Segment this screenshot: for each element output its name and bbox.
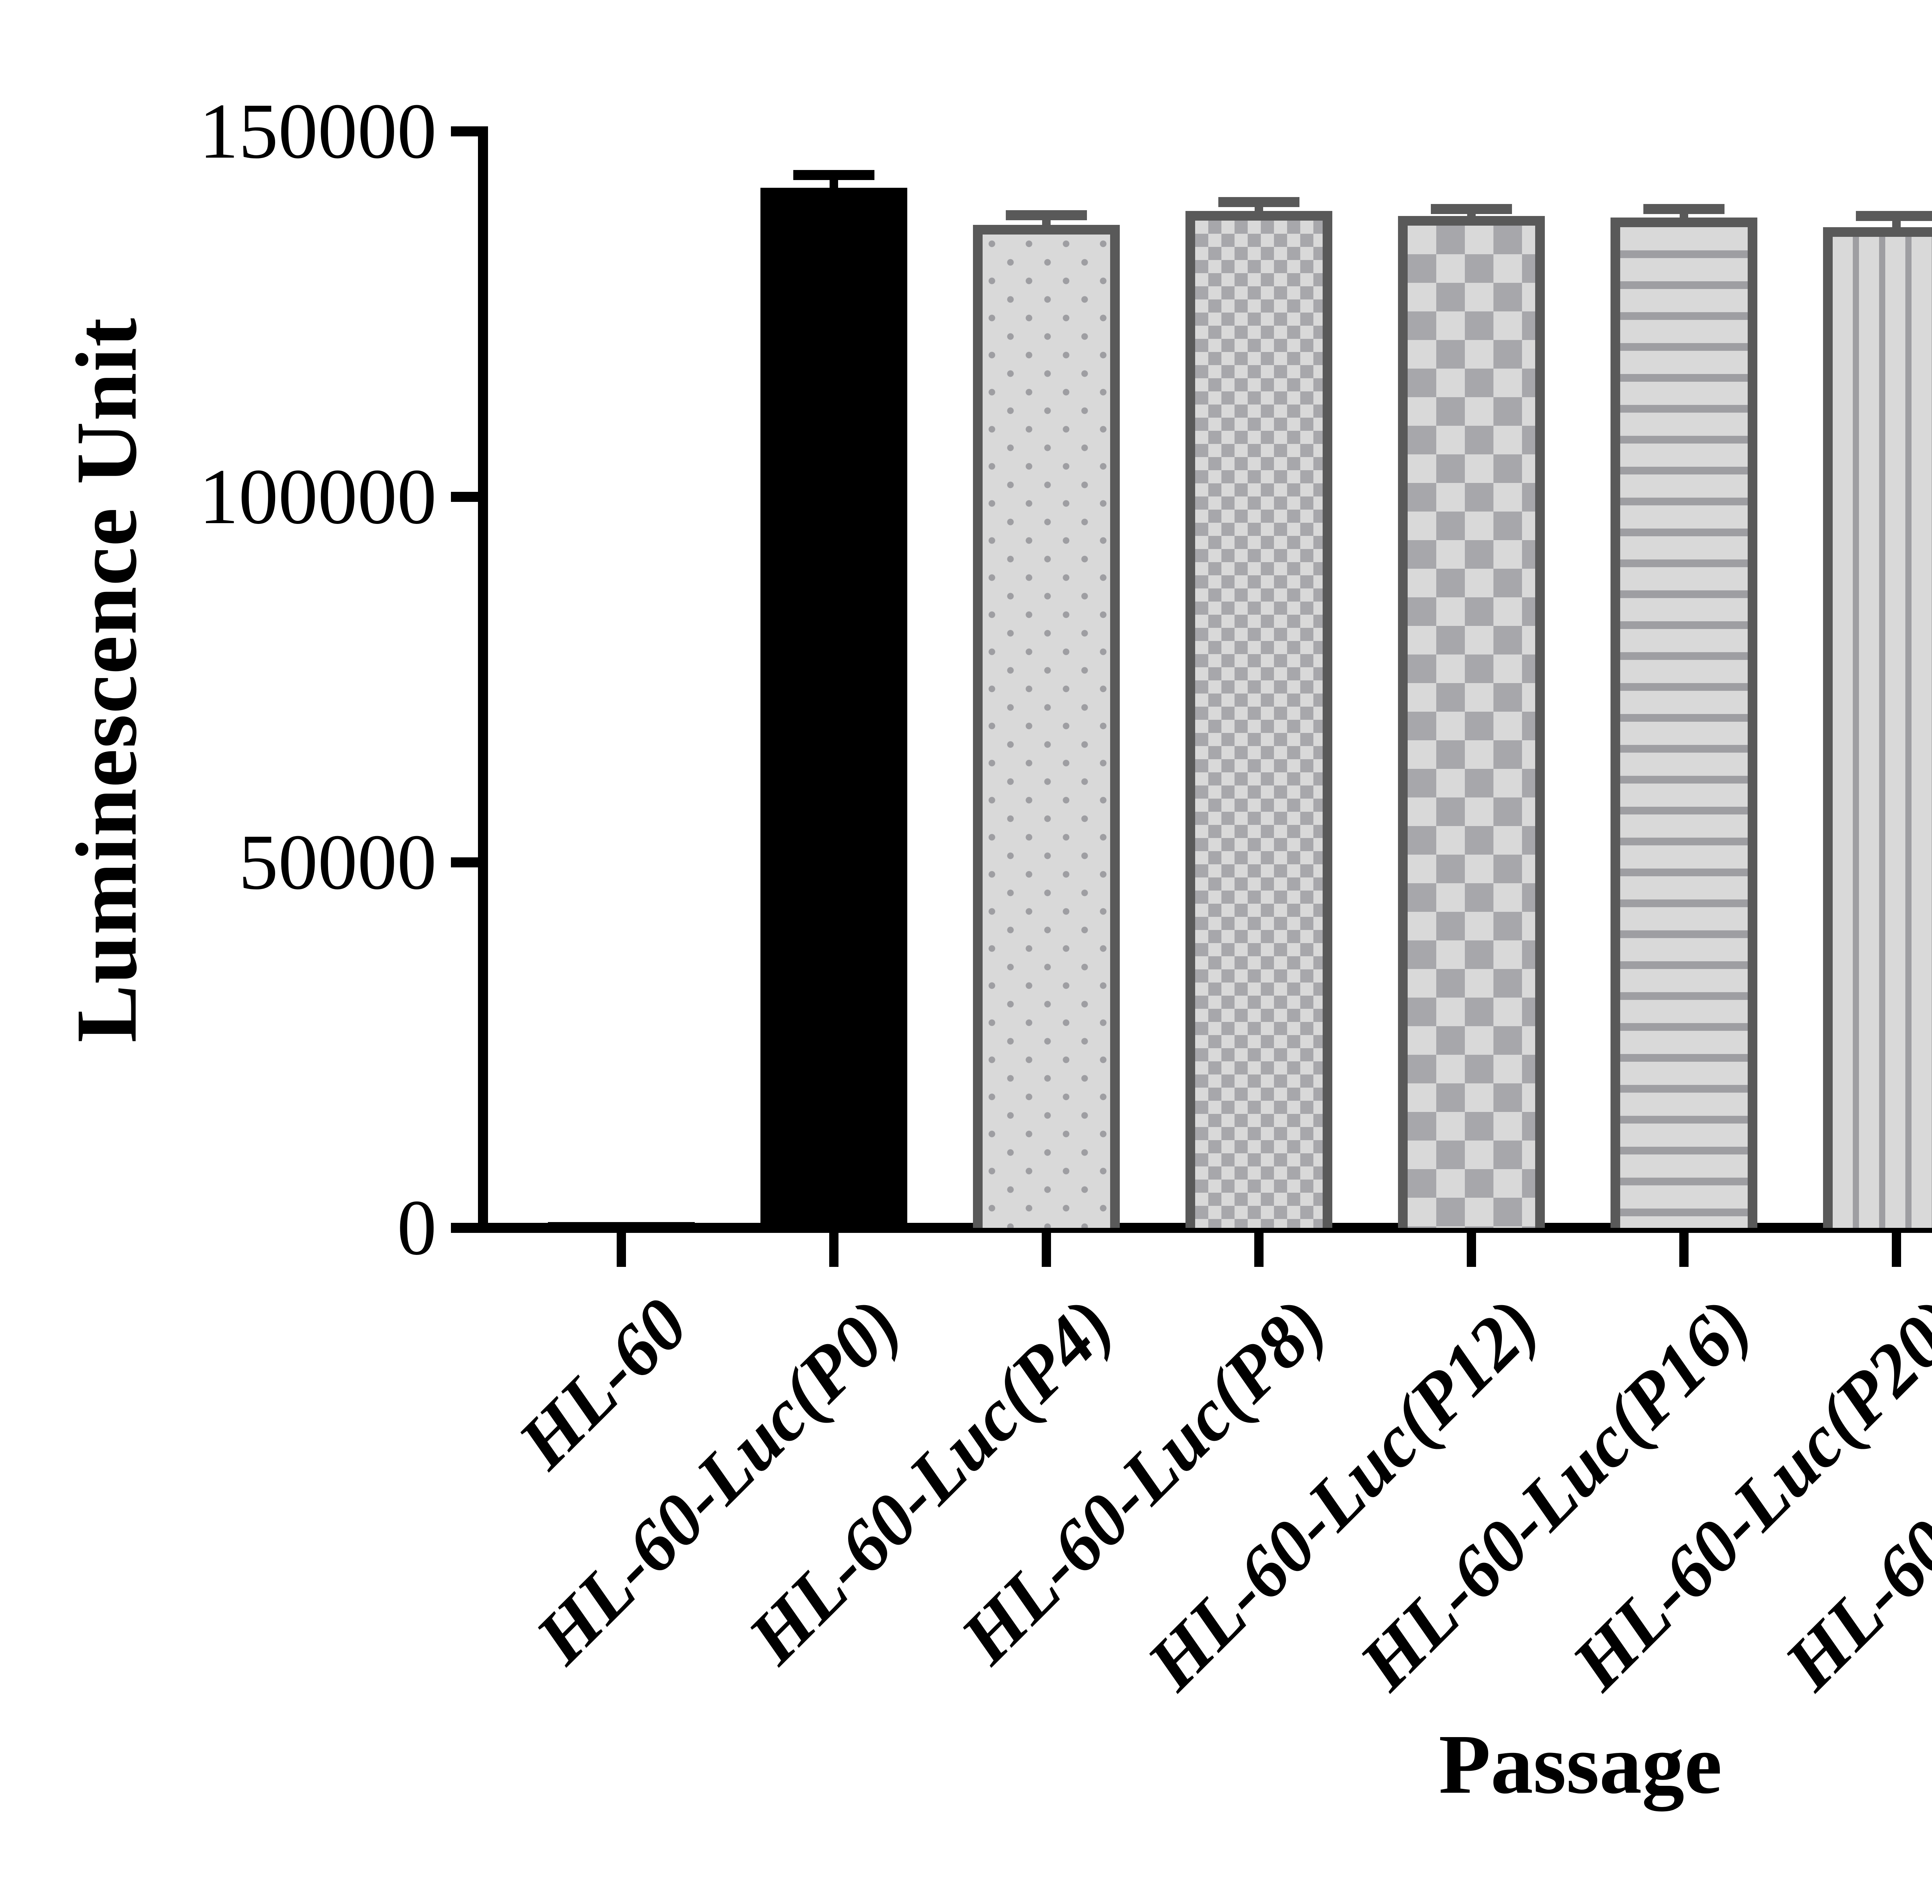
x-tick xyxy=(1254,1233,1264,1267)
bar xyxy=(1398,216,1545,1228)
x-tick xyxy=(1467,1233,1476,1267)
bar xyxy=(1823,227,1932,1228)
x-tick-label-text: HL-60-Luc(P4) xyxy=(732,1283,1129,1679)
error-bar-cap xyxy=(1218,197,1299,207)
x-tick-label-text: HL-60-Luc(P16) xyxy=(1344,1283,1766,1705)
bar xyxy=(1185,211,1332,1228)
error-bar-stem xyxy=(1892,219,1901,228)
x-tick-label-text: HL-60-Luc(P8) xyxy=(945,1283,1341,1679)
error-bar-cap xyxy=(1431,204,1512,214)
error-bar-stem xyxy=(1255,206,1263,212)
bar xyxy=(760,188,907,1228)
error-bar-stem xyxy=(1042,219,1051,226)
error-bar-cap xyxy=(1006,210,1087,220)
x-tick xyxy=(1892,1233,1901,1267)
x-tick xyxy=(1042,1233,1051,1267)
x-tick xyxy=(1679,1233,1689,1267)
error-bar-cap xyxy=(1856,211,1932,221)
error-bar-cap xyxy=(1643,204,1725,214)
y-tick-label: 100000 xyxy=(199,453,437,541)
y-tick xyxy=(451,857,478,867)
y-axis-title-text: Luminescence Unit xyxy=(58,317,155,1043)
y-tick-label: 50000 xyxy=(238,818,437,906)
x-tick-label-text: HL-60 xyxy=(502,1283,704,1484)
y-axis-spine xyxy=(478,126,488,1233)
error-bar-stem xyxy=(1467,212,1476,217)
y-tick xyxy=(451,1223,478,1233)
x-tick xyxy=(829,1233,838,1267)
bar xyxy=(973,225,1120,1228)
error-bar-stem xyxy=(830,178,838,189)
y-tick-label: 150000 xyxy=(199,87,437,175)
y-tick xyxy=(451,492,478,502)
error-bar-cap xyxy=(793,170,874,180)
bar xyxy=(1611,218,1757,1228)
x-tick-label-text: HL-60-Luc(P12) xyxy=(1131,1283,1554,1705)
x-axis-title-text: Passage xyxy=(1439,1717,1722,1811)
x-tick xyxy=(617,1233,626,1267)
x-axis-title: Passage xyxy=(483,1715,1932,1813)
y-tick-label: 0 xyxy=(397,1184,437,1272)
y-axis-title: Luminescence Unit xyxy=(23,131,189,1229)
x-tick-label-text: HL-60-Luc(P0) xyxy=(520,1283,916,1679)
bar xyxy=(548,1222,695,1228)
y-tick xyxy=(451,126,478,136)
